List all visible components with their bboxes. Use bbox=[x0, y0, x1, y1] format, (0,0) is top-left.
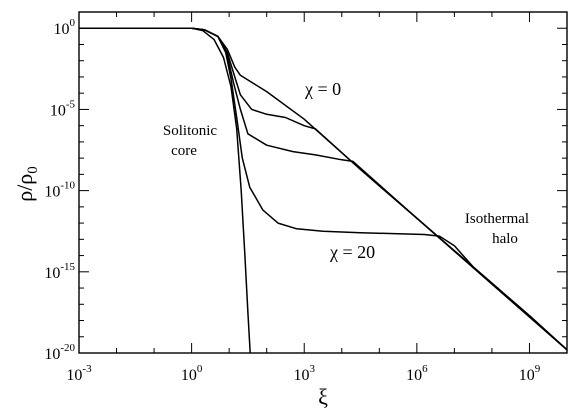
y-axis-label-main: ρ/ρ bbox=[12, 174, 37, 202]
y-tick-label: 100 bbox=[54, 17, 76, 38]
x-axis-label: ξ bbox=[318, 384, 328, 409]
x-tick-label: 100 bbox=[181, 363, 203, 384]
y-tick-label: 10-5 bbox=[50, 98, 76, 119]
y-tick-label: 10-10 bbox=[44, 180, 75, 201]
x-tick-label: 103 bbox=[293, 363, 315, 384]
density-curve-1 bbox=[79, 27, 251, 354]
density-curves bbox=[79, 27, 568, 354]
density-curve-4 bbox=[79, 27, 568, 351]
y-axis-label: ρ/ρ0 bbox=[12, 166, 41, 202]
x-tick-label: 10-3 bbox=[66, 363, 92, 384]
annotation-chi-20: χ = 20 bbox=[329, 242, 375, 262]
annotation-core-line1: Solitonic bbox=[163, 123, 218, 139]
tick-labels: 10-3 100 103 106 109 100 10-5 10-10 10-15 10-20 bbox=[44, 17, 540, 384]
y-tick-label: 10-15 bbox=[44, 261, 75, 282]
x-tick-label: 106 bbox=[406, 363, 428, 384]
svg-text:ρ/ρ0: ρ/ρ0 bbox=[12, 166, 41, 202]
density-curve-5 bbox=[79, 27, 568, 351]
plot-frame bbox=[78, 11, 568, 354]
density-curve-2 bbox=[79, 27, 568, 351]
axis-ticks bbox=[78, 11, 568, 354]
x-tick-label: 109 bbox=[519, 363, 541, 384]
annotation-halo-line1: Isothermal bbox=[465, 211, 529, 227]
annotation-core-line2: core bbox=[171, 143, 197, 159]
density-curve-3 bbox=[79, 27, 568, 351]
annotation-halo-line2: halo bbox=[492, 231, 518, 247]
y-tick-label: 10-20 bbox=[44, 342, 75, 363]
annotation-chi-0: χ = 0 bbox=[304, 79, 341, 99]
y-axis-label-sub: 0 bbox=[25, 166, 41, 174]
